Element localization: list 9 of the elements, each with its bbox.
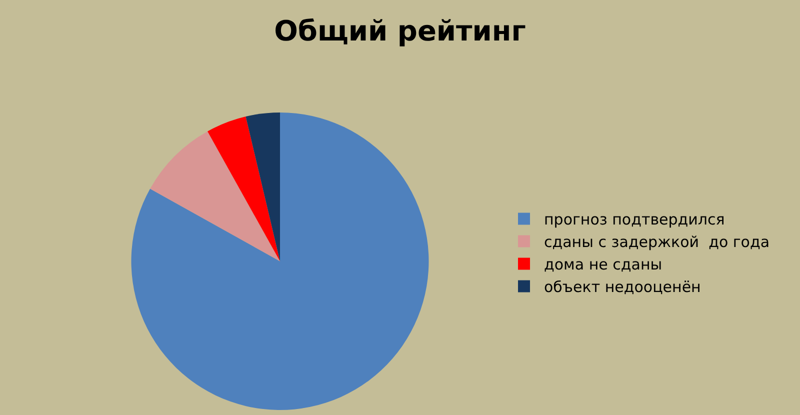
pie-slice [246,112,280,262]
legend-label: объект недооценён [544,278,701,296]
legend-label: дома не сданы [544,256,662,274]
legend-label: сданы с задержкой до года [544,233,770,252]
legend-label: прогноз подтвердился [544,210,725,229]
chart-title: Общий рейтинг [274,14,526,48]
pie-slice [150,131,280,262]
pie-slice [131,112,429,410]
pie-slice [208,116,280,262]
